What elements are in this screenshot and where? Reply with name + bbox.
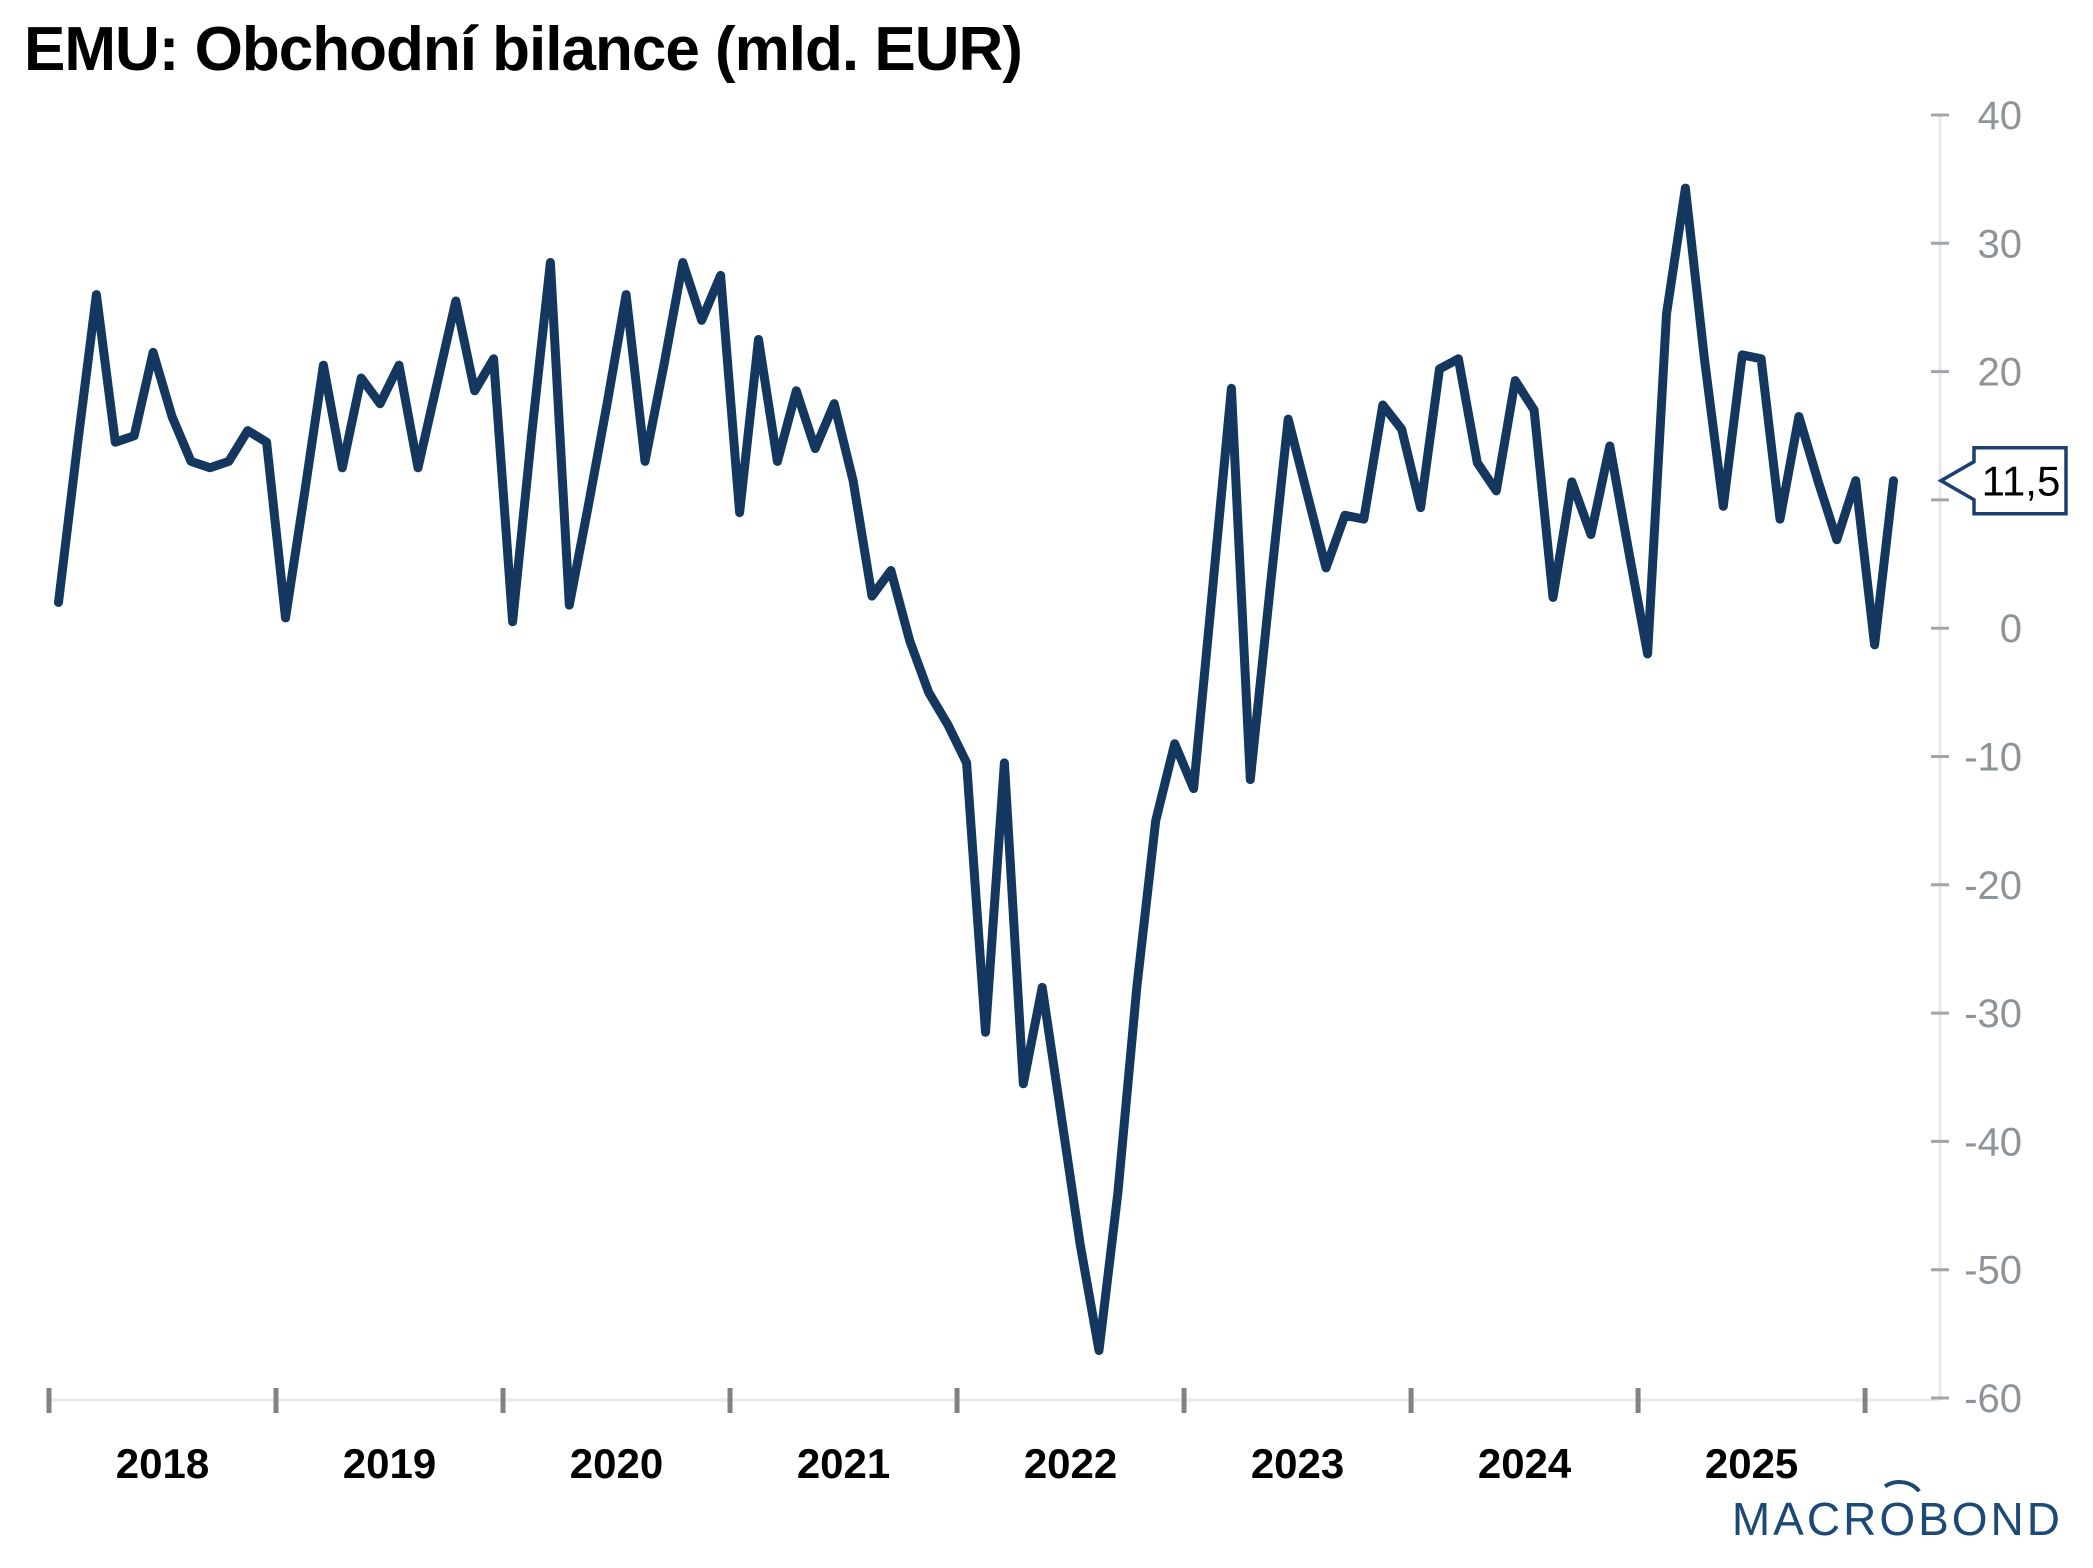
x-axis-year-label: 2024 [1478,1440,1572,1487]
y-axis-tick-label: 30 [1978,222,2023,266]
y-axis-tick-label: -40 [1964,1120,2022,1164]
x-axis-year-label: 2018 [116,1440,209,1487]
x-axis-year-label: 2021 [797,1440,890,1487]
x-axis-year-label: 2023 [1251,1440,1344,1487]
x-axis-year-label: 2020 [570,1440,663,1487]
logo-text-right: BOND [1918,1493,2063,1545]
y-axis-tick-label: -30 [1964,992,2022,1036]
x-axis-year-label: 2022 [1024,1440,1117,1487]
last-value-callout-label: 11,5 [1982,458,2061,505]
y-axis-tick-label: 40 [1978,94,2023,138]
chart-title: EMU: Obchodní bilance (mld. EUR) [24,15,1023,84]
trade-balance-line [54,183,1898,1355]
logo-orbit-o: O [1871,1476,1930,1546]
y-axis-tick-label: -20 [1964,864,2022,908]
x-axis-year-label: 2025 [1705,1440,1798,1487]
y-axis-tick-label: -50 [1964,1249,2022,1293]
x-axis-year-label: 2019 [343,1440,436,1487]
y-axis-tick-label: -10 [1964,736,2022,780]
macrobond-logo: MACR O BOND [1731,1476,2063,1546]
y-axis-tick-label: 20 [1978,351,2023,395]
y-axis-tick-label: -60 [1964,1377,2022,1421]
last-value-callout [1937,445,2068,516]
logo-text-left: MACR [1731,1493,1880,1545]
y-axis-tick-label: 0 [2000,607,2022,651]
